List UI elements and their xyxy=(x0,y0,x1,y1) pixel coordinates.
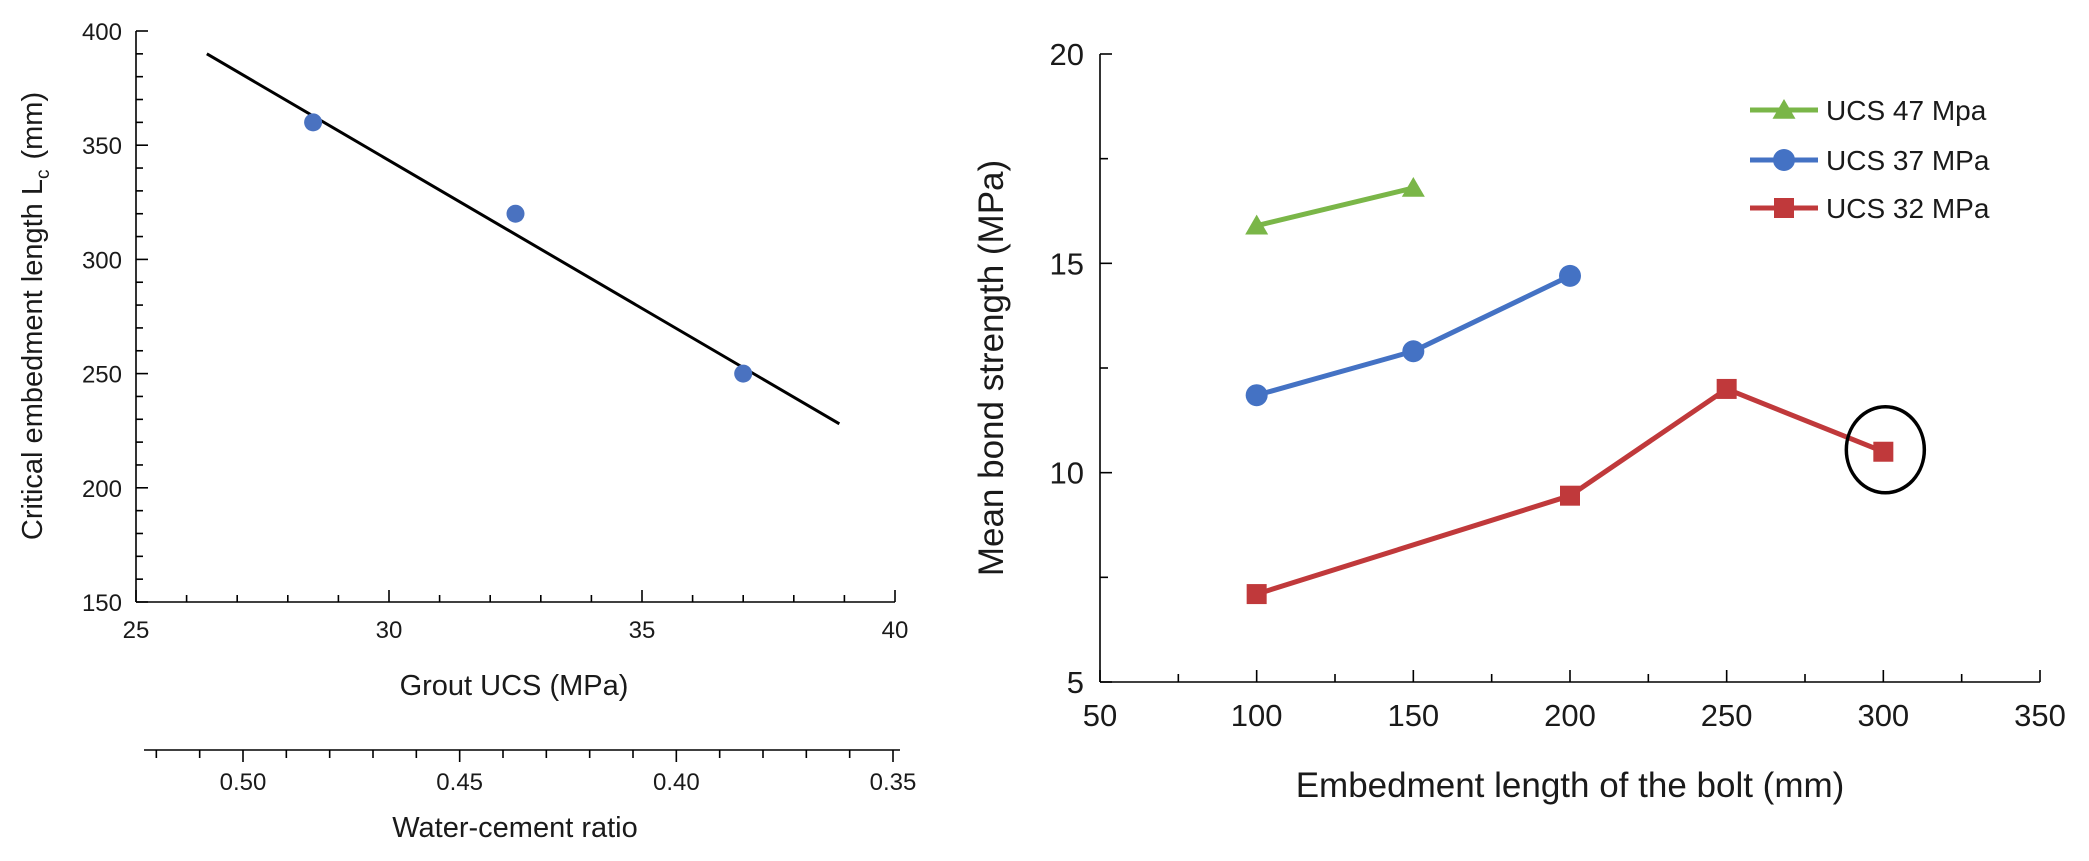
series-marker xyxy=(1559,264,1581,287)
legend-marker xyxy=(1774,198,1794,218)
series-marker xyxy=(1560,485,1580,506)
series-circle xyxy=(1245,264,1581,407)
data-point xyxy=(734,364,753,383)
legend-marker xyxy=(1773,149,1795,171)
right-x-tick-label: 300 xyxy=(1857,698,1909,733)
right-y-ticks: 5 10 15 20 xyxy=(1050,37,1112,700)
wc-axis-ticks: 0.50 0.45 0.40 0.35 xyxy=(155,750,917,796)
data-point xyxy=(304,113,323,132)
left-x-tick-label: 40 xyxy=(882,617,909,644)
right-y-tick-label: 20 xyxy=(1050,37,1084,72)
left-data-points xyxy=(304,113,753,383)
data-point xyxy=(506,204,525,223)
left-x-label: Grout UCS (MPa) xyxy=(400,670,629,702)
left-x-tick-label: 25 xyxy=(123,617,150,644)
left-x-tick-label: 30 xyxy=(376,617,403,644)
right-x-tick-label: 250 xyxy=(1701,698,1753,733)
wc-tick-label: 0.45 xyxy=(436,769,483,796)
left-y-tick-label: 400 xyxy=(82,19,122,46)
left-y-label-sub: c xyxy=(33,170,54,180)
legend-label: UCS 47 Mpa xyxy=(1826,95,1987,126)
left-x-tick-label: 35 xyxy=(629,617,656,644)
right-chart: 5 10 15 20 50 100 150 200 250 300 350 Embedment l… xyxy=(972,37,2066,805)
left-y-tick-label: 350 xyxy=(82,133,122,160)
legend-label: UCS 32 MPa xyxy=(1826,193,1990,224)
left-y-label-main: Critical embedment length L xyxy=(17,179,49,540)
right-y-label: Mean bond strength (MPa) xyxy=(972,160,1011,576)
series-line xyxy=(1255,386,1885,597)
wc-axis-label: Water-cement ratio xyxy=(392,812,638,844)
left-y-label: Critical embedment length Lc (mm) xyxy=(17,92,54,540)
right-x-tick-label: 100 xyxy=(1231,698,1283,733)
left-y-ticks: 150 200 250 300 350 400 xyxy=(82,19,148,617)
series-marker xyxy=(1246,584,1267,605)
right-x-tick-label: 50 xyxy=(1083,698,1117,733)
series-line xyxy=(1255,273,1572,398)
legend-marker xyxy=(1772,99,1796,119)
left-y-tick-label: 150 xyxy=(82,590,122,617)
left-y-tick-label: 250 xyxy=(82,362,122,389)
series-square xyxy=(1246,378,1894,605)
left-y-tick-label: 300 xyxy=(82,247,122,274)
wc-tick-label: 0.50 xyxy=(220,769,267,796)
series-marker xyxy=(1873,441,1894,462)
right-x-tick-label: 150 xyxy=(1387,698,1439,733)
right-x-label: Embedment length of the bolt (mm) xyxy=(1296,766,1845,805)
right-y-tick-label: 5 xyxy=(1067,665,1084,700)
right-legend: UCS 47 Mpa UCS 37 MPa UCS 32 MPa xyxy=(1750,95,1990,224)
left-x-ticks: 25 30 35 40 xyxy=(123,590,909,644)
right-y-tick-label: 10 xyxy=(1050,456,1084,491)
left-y-tick-label: 200 xyxy=(82,476,122,503)
series-marker xyxy=(1401,176,1425,197)
series-triangle xyxy=(1245,176,1425,235)
right-x-tick-label: 350 xyxy=(2014,698,2066,733)
right-x-tick-label: 200 xyxy=(1544,698,1596,733)
left-chart: 150 200 250 300 350 400 25 30 35 40 Grout UCS (M… xyxy=(17,19,916,844)
right-x-ticks: 50 100 150 200 250 300 350 xyxy=(1083,670,2066,733)
highlight-circle xyxy=(1844,404,1927,495)
legend-item: UCS 32 MPa xyxy=(1750,193,1990,224)
wc-tick-label: 0.40 xyxy=(653,769,700,796)
wc-tick-label: 0.35 xyxy=(870,769,917,796)
series-marker xyxy=(1245,214,1269,235)
right-series-group xyxy=(1245,176,1894,605)
legend-item: UCS 47 Mpa xyxy=(1750,95,1987,126)
left-y-label-unit: (mm) xyxy=(17,92,49,160)
legend-item: UCS 37 MPa xyxy=(1750,145,1990,176)
legend-label: UCS 37 MPa xyxy=(1826,145,1990,176)
right-y-tick-label: 15 xyxy=(1050,246,1084,281)
series-marker xyxy=(1716,378,1737,399)
series-marker xyxy=(1245,384,1268,407)
series-marker xyxy=(1402,340,1425,363)
series-line xyxy=(1256,185,1414,229)
